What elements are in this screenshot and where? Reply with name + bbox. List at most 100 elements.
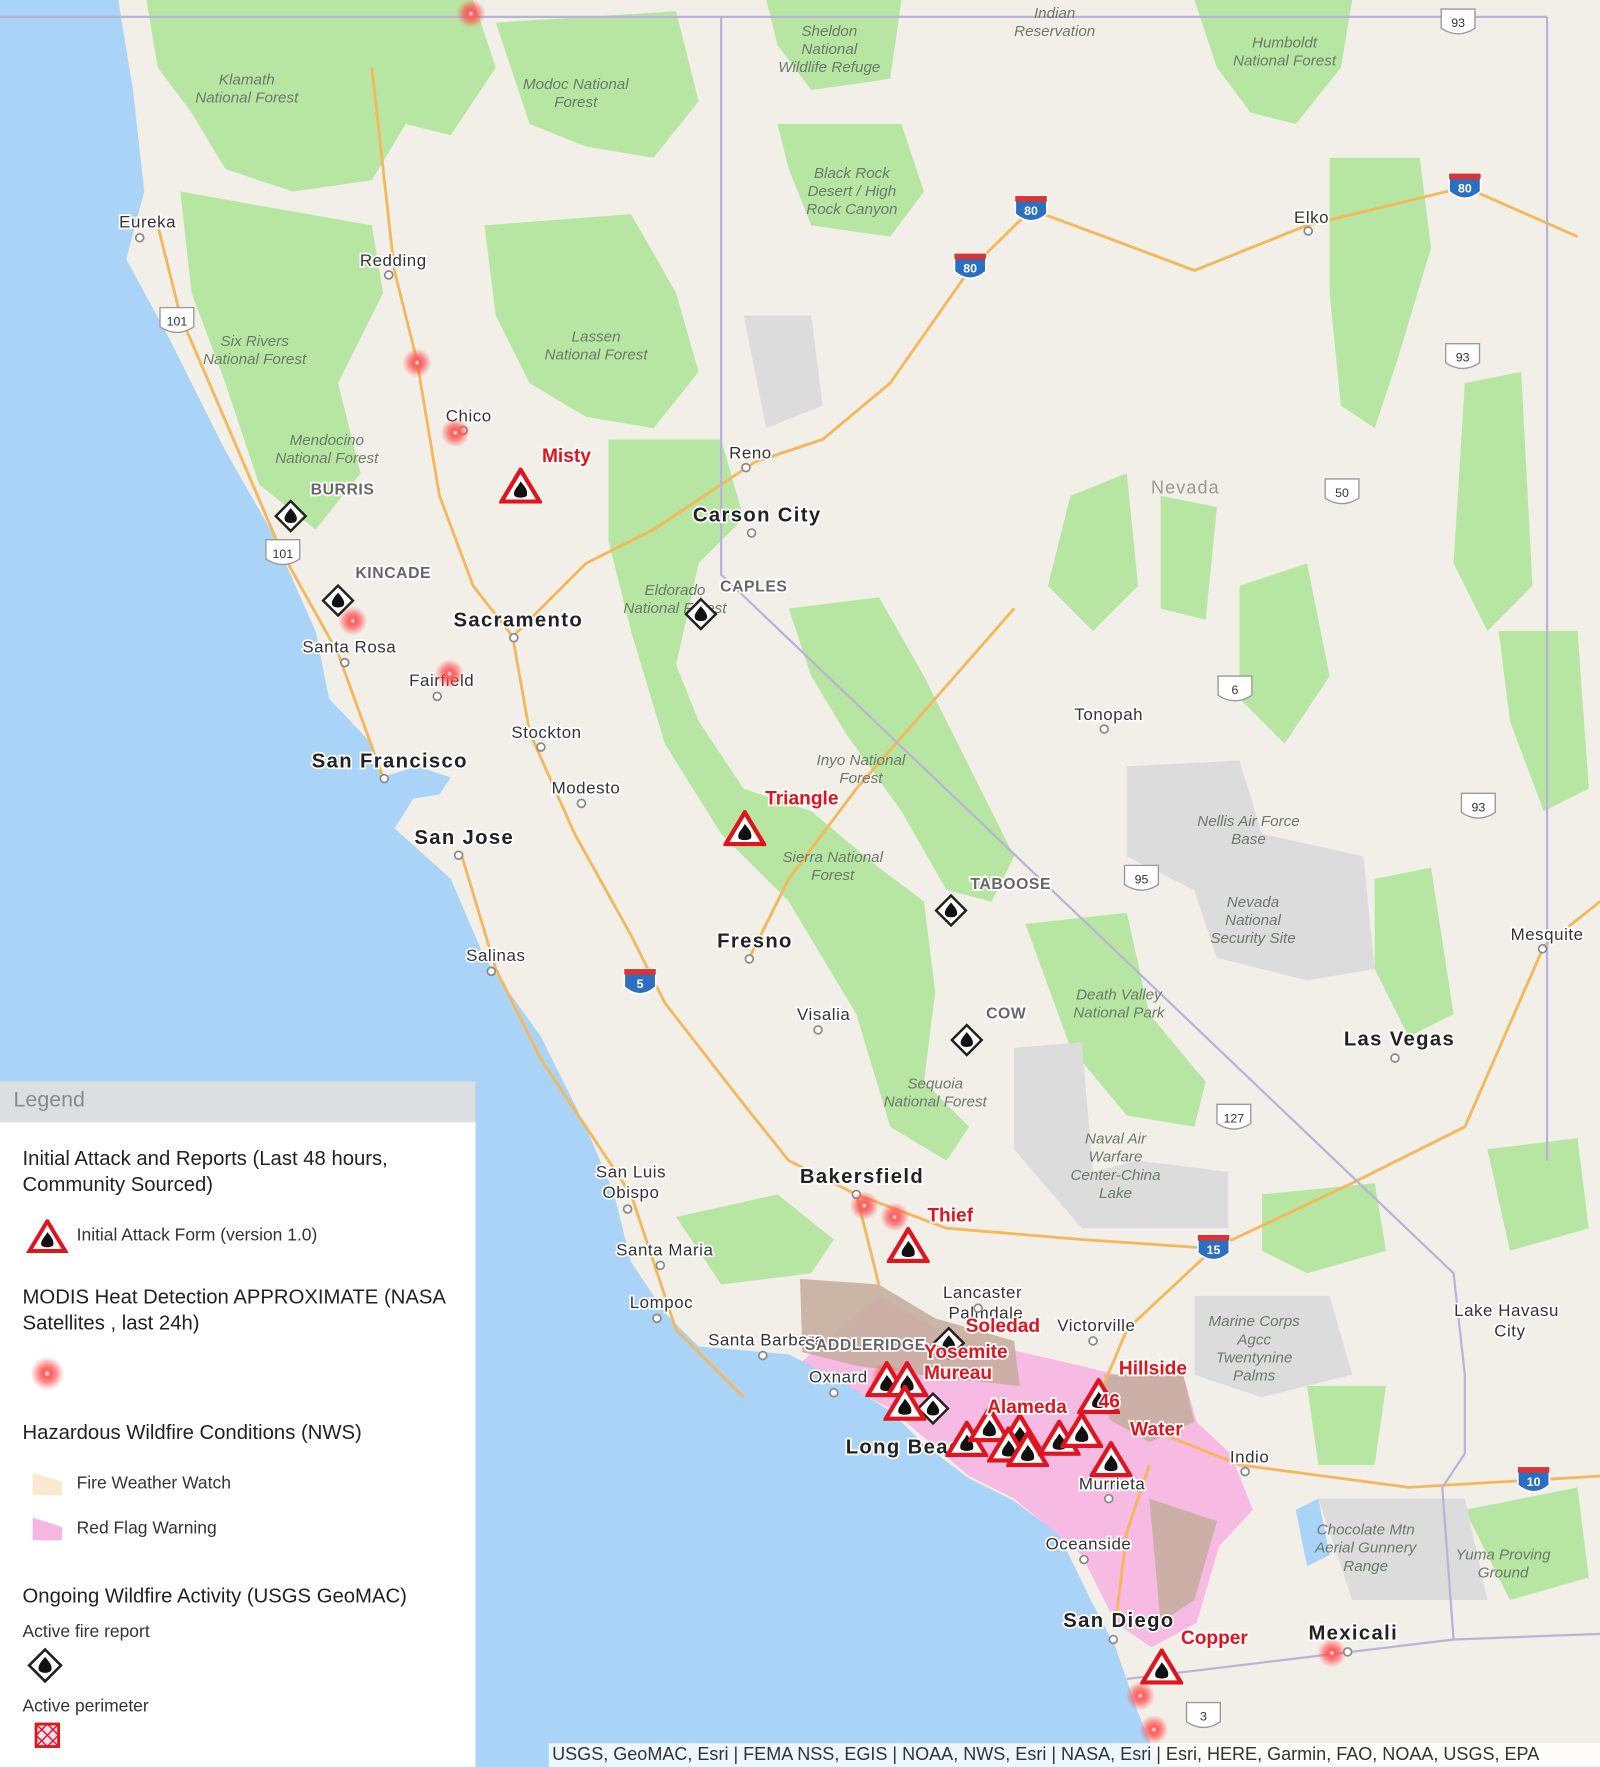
park-label: Forest xyxy=(839,770,883,787)
initial-attack-fire-label: Water xyxy=(1130,1420,1183,1441)
city-label: City xyxy=(1494,1321,1525,1340)
park-label: Yuma Proving xyxy=(1456,1546,1551,1563)
legend-panel: Legend Initial Attack and Reports (Last … xyxy=(0,1081,476,1767)
shield-number: 93 xyxy=(1456,351,1470,365)
interstate-shield: 80 xyxy=(1014,195,1048,222)
park-label: Nevada xyxy=(1227,894,1279,911)
park-label: Palms xyxy=(1233,1367,1276,1384)
city-label: Redding xyxy=(360,251,427,270)
shield-number: 80 xyxy=(1458,182,1472,196)
shield-number: 101 xyxy=(167,315,188,329)
interstate-shield: 5 xyxy=(623,968,657,995)
heat-detection-dot[interactable] xyxy=(402,348,432,378)
city-dot xyxy=(655,1260,666,1271)
park-label: Black Rock xyxy=(814,165,891,182)
legend-item-initial-attack: Initial Attack Form (version 1.0) xyxy=(25,1219,317,1253)
initial-attack-fire-label: Hillside xyxy=(1119,1359,1187,1380)
perimeter-icon xyxy=(34,1722,61,1749)
park-label: Range xyxy=(1343,1558,1388,1575)
state-borders xyxy=(0,15,1600,1681)
legend-item-red-flag-warning: Red Flag Warning xyxy=(25,1516,217,1543)
city-label: Fresno xyxy=(717,931,793,953)
park-label: Desert / High xyxy=(808,183,897,200)
legend-item-heat xyxy=(25,1354,77,1392)
heat-detection-dot[interactable] xyxy=(440,418,470,448)
shield-number: 101 xyxy=(272,547,293,561)
park-label: National Forest xyxy=(275,450,379,467)
legend-item-fire-weather-watch: Fire Weather Watch xyxy=(25,1470,231,1497)
heat-detection-dot[interactable] xyxy=(338,606,368,636)
initial-attack-fire-label: Alameda xyxy=(987,1397,1067,1418)
fire-weather-watch-swatch xyxy=(25,1470,70,1497)
heat-dot-icon xyxy=(25,1354,70,1392)
city-dot xyxy=(1390,1053,1400,1063)
city-label: San Jose xyxy=(414,827,514,849)
initial-attack-fire-label: Misty xyxy=(542,446,591,467)
city-dot xyxy=(453,850,464,861)
heat-detection-dot[interactable] xyxy=(1139,1714,1169,1745)
city-dot xyxy=(829,1387,839,1398)
shield-number: 50 xyxy=(1335,486,1349,500)
city-label: San Diego xyxy=(1063,1610,1174,1632)
salton-sea xyxy=(1295,1498,1330,1567)
shield-number: 5 xyxy=(637,977,644,991)
park-label: Eldorado xyxy=(645,582,706,599)
park-label: Twentynine xyxy=(1216,1349,1293,1366)
highway-shield: 95 xyxy=(1123,864,1160,891)
highway-shield: 127 xyxy=(1216,1103,1252,1130)
city-dot xyxy=(536,742,546,752)
shield-number: 93 xyxy=(1451,16,1465,30)
interstate-shield: 10 xyxy=(1516,1466,1551,1493)
shield-number: 80 xyxy=(1024,204,1038,218)
city-label: Indio xyxy=(1230,1448,1269,1467)
city-dot xyxy=(134,232,145,243)
park-label: Lake xyxy=(1099,1185,1132,1202)
park-label: Sierra National xyxy=(782,849,883,866)
city-label: Santa Maria xyxy=(616,1240,713,1259)
city-dot xyxy=(741,462,751,473)
city-dot xyxy=(383,270,394,280)
park-label: Mendocino xyxy=(290,432,364,449)
park-label: National Forest xyxy=(884,1094,988,1111)
city-dot xyxy=(1537,943,1548,954)
heat-detection-dot[interactable] xyxy=(1317,1638,1347,1668)
heat-detection-dot[interactable] xyxy=(1125,1681,1155,1711)
city-label: Mexicali xyxy=(1308,1622,1398,1644)
heat-detection-dot[interactable] xyxy=(849,1191,879,1221)
park-label: Death Valley xyxy=(1076,986,1163,1003)
heat-detection-dot[interactable] xyxy=(434,659,465,689)
geomac-fire-label: SADDLERIDGE xyxy=(805,1337,926,1354)
city-dot xyxy=(379,773,390,784)
highway-shield: 3 xyxy=(1185,1701,1222,1729)
map-attribution: USGS, GeoMAC, Esri | FEMA NSS, EGIS | NO… xyxy=(548,1743,1600,1767)
legend-title[interactable]: Legend xyxy=(0,1081,476,1123)
highway-shield: 6 xyxy=(1217,675,1253,702)
heat-detection-dot[interactable] xyxy=(456,0,486,29)
park-label: Wildlife Refuge xyxy=(778,59,880,76)
park-label: Chocolate Mtn xyxy=(1317,1522,1415,1539)
red-triangle-fire-icon xyxy=(25,1219,70,1253)
shield-number: 95 xyxy=(1135,872,1149,886)
forest-areas xyxy=(146,0,1589,1601)
city-dot xyxy=(1099,724,1110,734)
park-label: Inyo National xyxy=(817,752,906,769)
city-dot xyxy=(1303,226,1314,236)
initial-attack-fire-label: Thief xyxy=(927,1205,973,1226)
park-label: National Forest xyxy=(195,90,299,107)
park-label: National xyxy=(1225,912,1281,929)
city-label: Lake Havasu xyxy=(1454,1301,1559,1320)
park-label: Forest xyxy=(554,94,598,111)
highway-shield: 93 xyxy=(1460,792,1496,819)
city-dot xyxy=(746,528,757,538)
heat-detection-dot[interactable] xyxy=(880,1202,910,1232)
park-label: Sequoia xyxy=(907,1075,963,1092)
park-label: National xyxy=(801,41,857,58)
legend-item-active-fire-report-label: Active fire report xyxy=(22,1622,150,1642)
city-dot xyxy=(622,1204,633,1214)
city-dot xyxy=(576,798,587,809)
park-label: Rock Canyon xyxy=(806,201,897,218)
city-label: Salinas xyxy=(466,946,525,965)
park-label: National Forest xyxy=(203,351,307,368)
